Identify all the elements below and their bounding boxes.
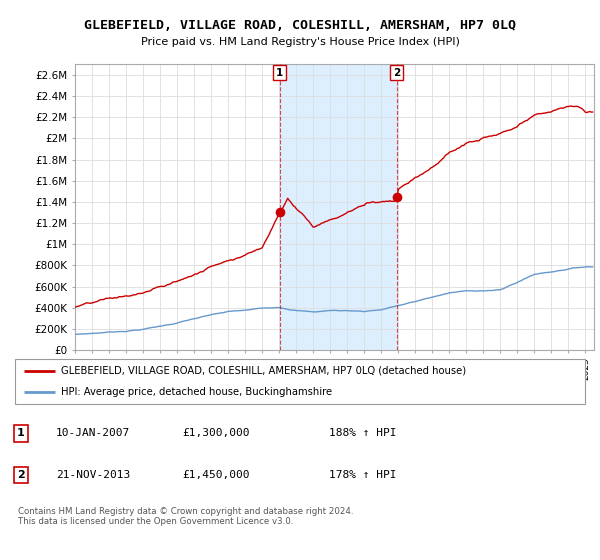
Text: 178% ↑ HPI: 178% ↑ HPI	[329, 470, 397, 480]
Bar	[280, 64, 397, 350]
Text: 2: 2	[17, 470, 25, 480]
Text: 21-NOV-2013: 21-NOV-2013	[56, 470, 130, 480]
FancyBboxPatch shape	[15, 359, 585, 404]
Text: Contains HM Land Registry data © Crown copyright and database right 2024.
This d: Contains HM Land Registry data © Crown c…	[18, 507, 353, 526]
Text: 1: 1	[17, 428, 25, 438]
Text: 2: 2	[393, 68, 400, 78]
Text: 1: 1	[276, 68, 283, 78]
Text: HPI: Average price, detached house, Buckinghamshire: HPI: Average price, detached house, Buck…	[61, 387, 332, 397]
Text: Price paid vs. HM Land Registry's House Price Index (HPI): Price paid vs. HM Land Registry's House …	[140, 37, 460, 47]
Text: 188% ↑ HPI: 188% ↑ HPI	[329, 428, 397, 438]
Text: 10-JAN-2007: 10-JAN-2007	[56, 428, 130, 438]
Text: GLEBEFIELD, VILLAGE ROAD, COLESHILL, AMERSHAM, HP7 0LQ: GLEBEFIELD, VILLAGE ROAD, COLESHILL, AME…	[84, 18, 516, 32]
Text: £1,450,000: £1,450,000	[182, 470, 250, 480]
Text: £1,300,000: £1,300,000	[182, 428, 250, 438]
Text: GLEBEFIELD, VILLAGE ROAD, COLESHILL, AMERSHAM, HP7 0LQ (detached house): GLEBEFIELD, VILLAGE ROAD, COLESHILL, AME…	[61, 366, 466, 376]
